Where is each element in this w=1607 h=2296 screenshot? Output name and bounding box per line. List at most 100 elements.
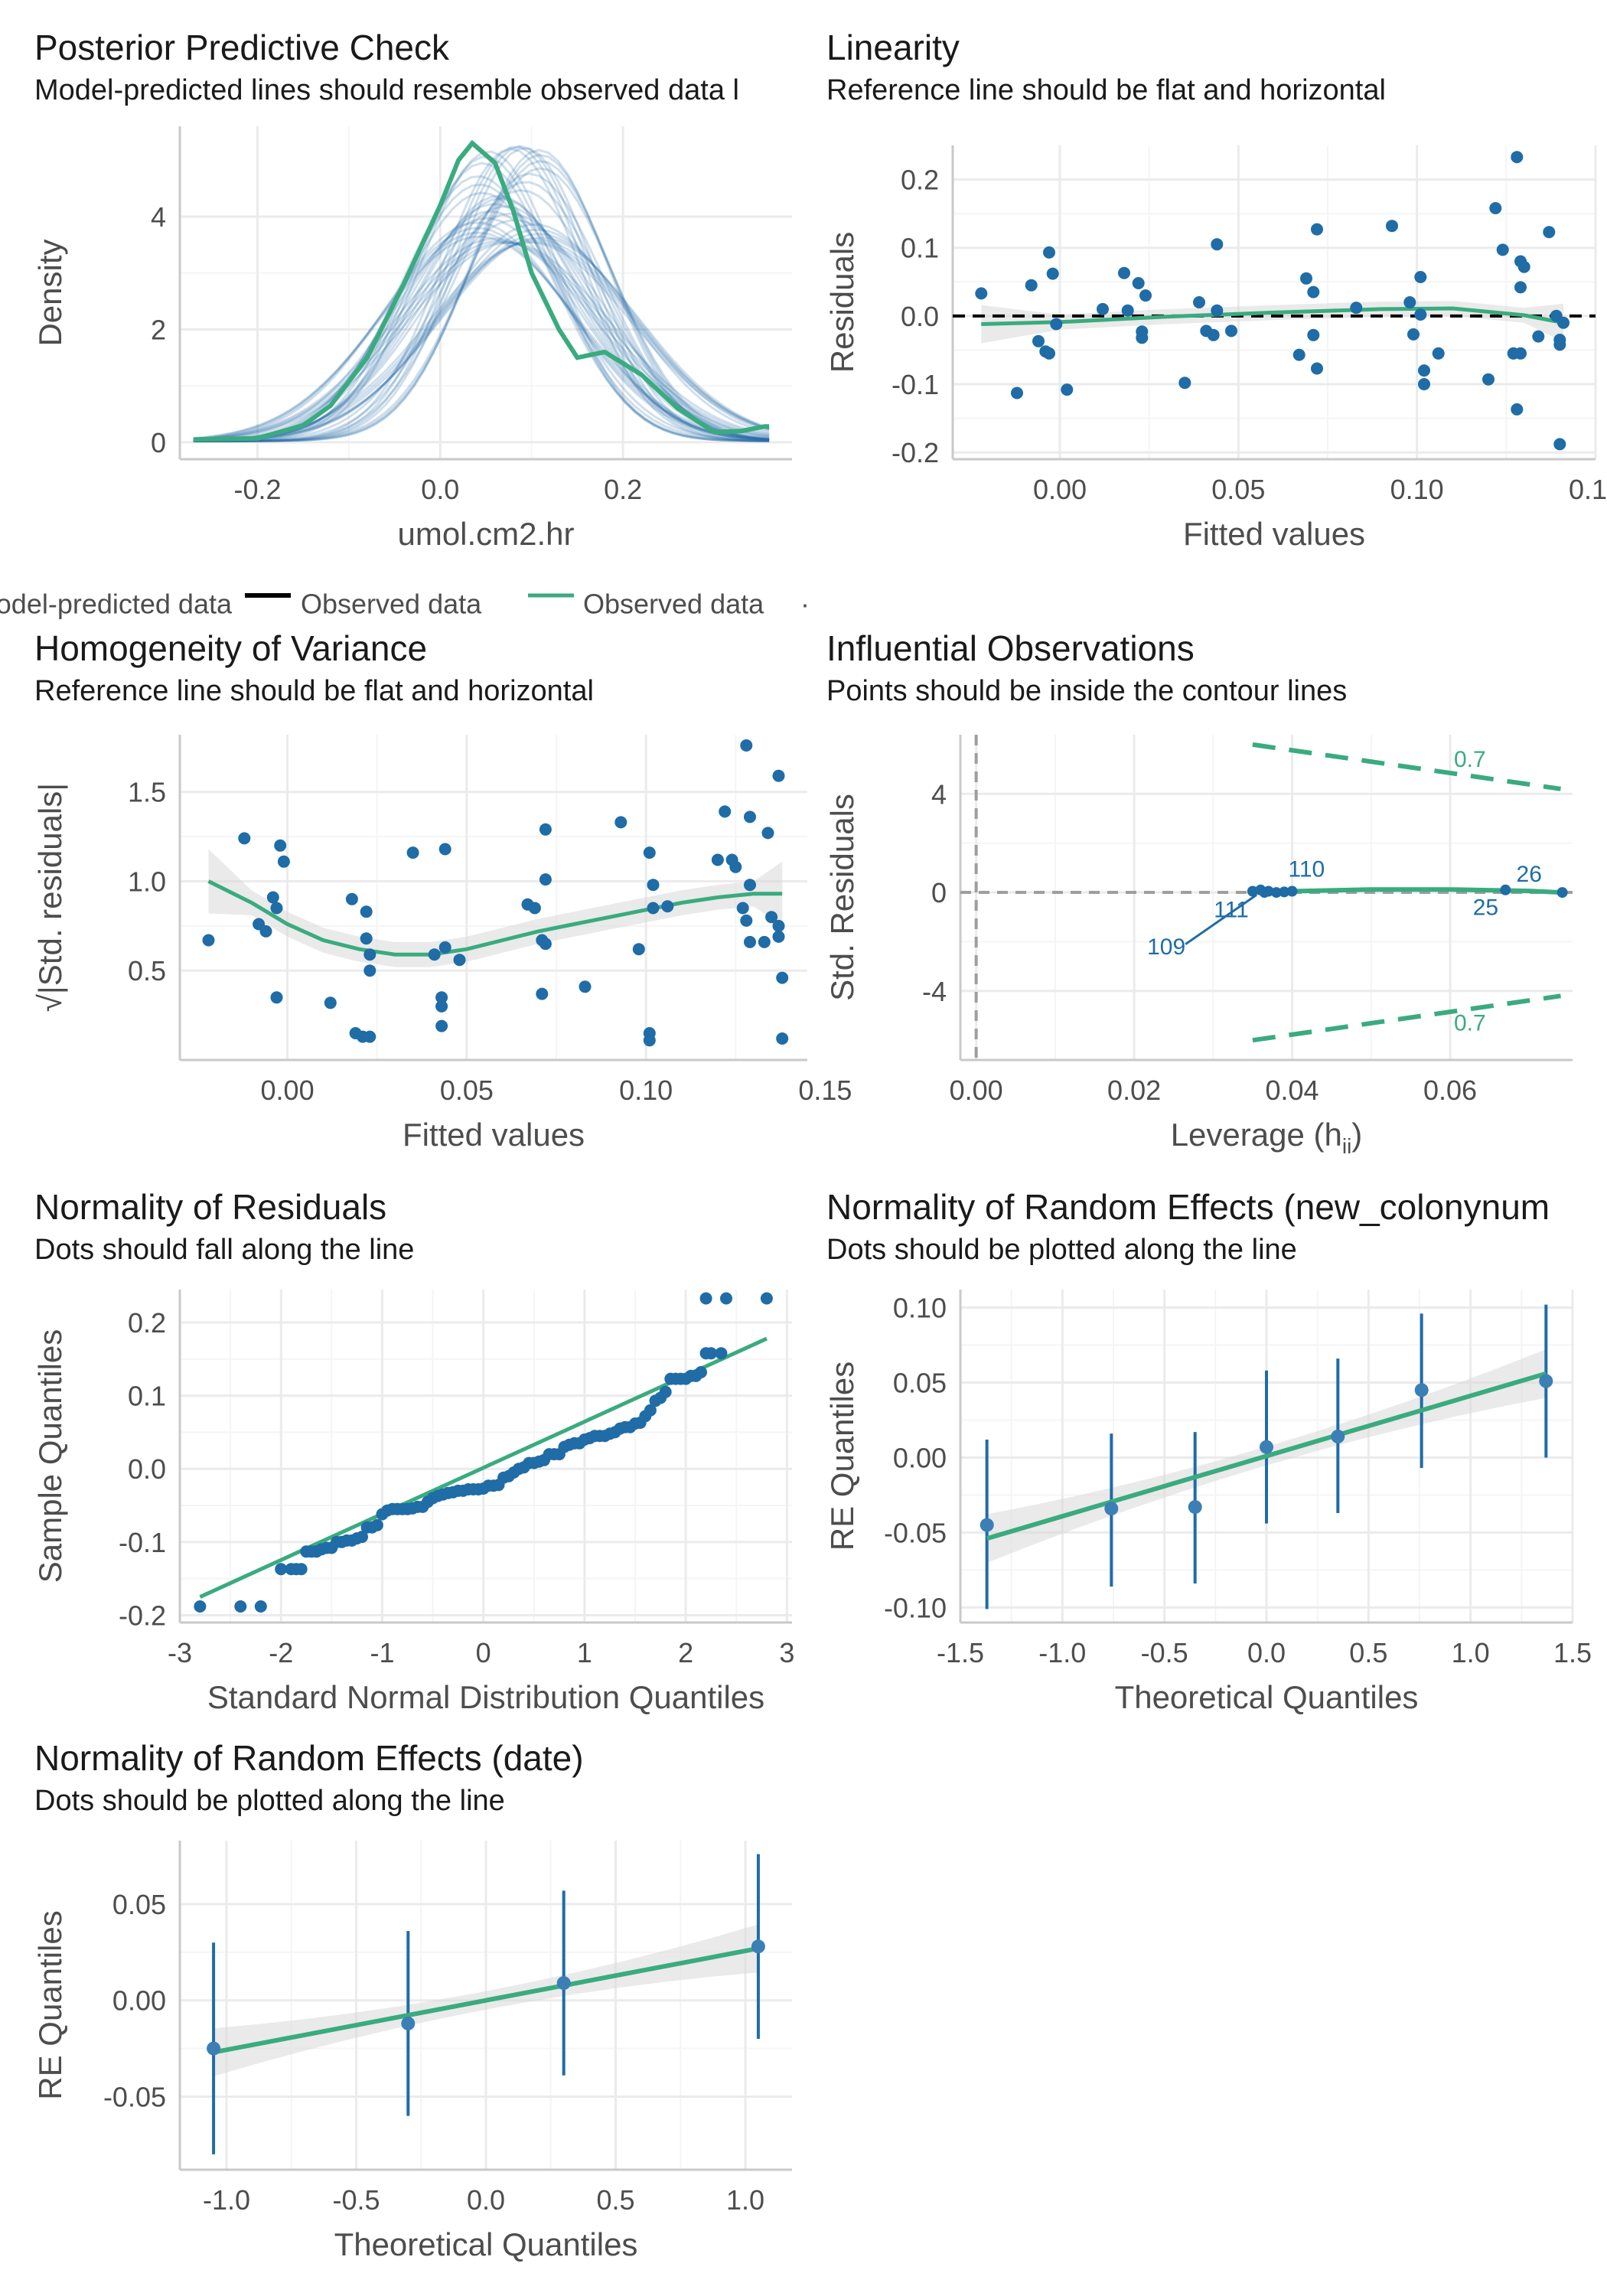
data-point — [238, 832, 251, 845]
data-point — [1178, 377, 1191, 390]
data-point — [406, 846, 419, 859]
data-point — [356, 1531, 368, 1544]
point-label: 111 — [1214, 898, 1249, 923]
data-point — [711, 853, 724, 866]
x-tick-label: 0.02 — [1107, 1075, 1161, 1106]
data-point — [1386, 220, 1398, 233]
data-point — [254, 1600, 267, 1613]
data-point — [1414, 271, 1427, 283]
panel-title: Influential Observations — [826, 628, 1195, 668]
data-point — [277, 855, 290, 868]
data-point — [643, 846, 656, 859]
predicted-density-line — [193, 159, 770, 442]
predicted-density-line — [193, 147, 770, 442]
data-point — [1532, 330, 1545, 343]
predicted-density-line — [193, 240, 770, 441]
data-point — [1311, 223, 1323, 236]
predicted-density-line — [193, 194, 770, 442]
data-point — [438, 843, 451, 856]
data-point — [202, 934, 215, 947]
data-point — [1260, 1440, 1273, 1454]
y-tick-label: 4 — [151, 201, 166, 233]
data-point — [528, 902, 541, 915]
x-tick-label: 0.0 — [421, 474, 459, 505]
gridlines — [180, 126, 792, 459]
data-point — [740, 739, 753, 752]
data-point — [1500, 884, 1511, 895]
data-point — [614, 816, 627, 829]
data-point — [744, 879, 756, 892]
data-point — [715, 1347, 728, 1360]
predicted-density-line — [193, 148, 770, 442]
data-point — [1514, 281, 1527, 294]
observed-density-line — [193, 139, 770, 442]
x-axis-label: Fitted values — [403, 1117, 585, 1153]
predicted-density-line — [193, 217, 770, 442]
legend-label-predicted: Model-predicted data — [0, 589, 233, 620]
data-point — [1418, 378, 1430, 390]
data-points — [202, 739, 789, 1047]
x-tick-label: 0.06 — [1423, 1075, 1477, 1106]
ppc-legend: Model-predicted data Observed data Obser… — [0, 589, 810, 620]
x-tick-label: -1.0 — [1038, 1637, 1086, 1668]
x-tick-label: 0.15 — [1569, 474, 1607, 505]
data-point — [1211, 304, 1224, 317]
data-point — [751, 1939, 765, 1954]
data-point — [370, 1518, 383, 1531]
data-point — [760, 1292, 773, 1305]
y-tick-label: -0.05 — [103, 2081, 166, 2112]
x-tick-label: -0.5 — [332, 2184, 380, 2216]
data-point — [270, 902, 283, 915]
label-leader-line — [1185, 894, 1257, 945]
x-tick-label: -3 — [168, 1637, 192, 1668]
data-point — [776, 971, 789, 984]
data-point — [1556, 887, 1568, 899]
x-tick-label: 0.00 — [950, 1075, 1003, 1106]
data-point — [1511, 151, 1524, 164]
data-points — [194, 1292, 773, 1613]
data-point — [1432, 347, 1445, 360]
point-label: 110 — [1288, 856, 1325, 882]
data-point — [1043, 246, 1055, 259]
y-axis-label: Density — [32, 239, 68, 346]
data-point — [360, 905, 373, 918]
x-tick-label: 0.0 — [1247, 1637, 1286, 1668]
x-tick-label: 0.10 — [1390, 474, 1444, 505]
data-point — [274, 839, 287, 852]
data-point — [719, 805, 732, 818]
x-tick-label: 0.05 — [1211, 474, 1265, 505]
predicted-density-line — [193, 172, 770, 442]
data-point — [1247, 885, 1258, 897]
predicted-density-line — [193, 233, 770, 442]
data-point — [1511, 403, 1524, 416]
data-point — [539, 938, 552, 951]
predicted-density-line — [193, 241, 770, 441]
x-axis-label-subscript: ii — [1342, 1134, 1351, 1158]
data-point — [729, 860, 742, 873]
data-point — [1350, 302, 1363, 315]
y-tick-label: 1.5 — [128, 777, 166, 808]
data-point — [1553, 338, 1566, 351]
predicted-density-line — [193, 210, 770, 442]
x-tick-label: 0.10 — [619, 1075, 673, 1106]
data-point — [1307, 328, 1320, 341]
data-point — [705, 1347, 718, 1360]
predicted-density-line — [193, 145, 770, 442]
x-tick-label: 0.0 — [467, 2184, 505, 2216]
predicted-density-line — [193, 147, 770, 442]
x-tick-label: 1.5 — [1553, 1637, 1592, 1668]
data-point — [1025, 279, 1038, 292]
data-points — [1247, 884, 1568, 899]
y-axis-label: RE Quantiles — [32, 1910, 68, 2099]
x-tick-label: 2 — [678, 1637, 693, 1668]
y-tick-label: -0.05 — [884, 1517, 947, 1548]
data-point — [270, 991, 283, 1004]
y-tick-label: 2 — [151, 314, 166, 345]
data-point — [720, 1292, 732, 1305]
panel-title: Linearity — [826, 28, 960, 67]
y-tick-label: 0.0 — [128, 1453, 166, 1485]
predicted-density-line — [193, 223, 770, 442]
data-point — [758, 935, 771, 948]
predicted-density-line — [193, 231, 770, 441]
